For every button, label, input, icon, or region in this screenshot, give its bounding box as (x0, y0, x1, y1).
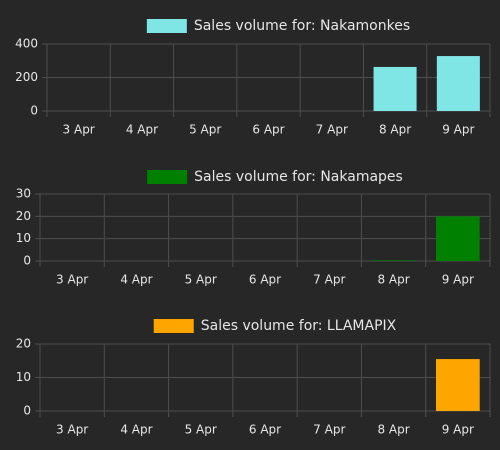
legend-label: Sales volume for: LLAMAPIX (201, 318, 397, 334)
x-tick-label: 3 Apr (56, 273, 88, 287)
x-tick-label: 4 Apr (120, 273, 152, 287)
x-tick-label: 8 Apr (377, 273, 409, 287)
y-tick-label: 30 (16, 187, 31, 201)
y-tick-label: 10 (16, 370, 31, 384)
y-tick-label: 0 (23, 404, 31, 418)
x-tick-label: 3 Apr (56, 423, 88, 437)
y-tick-label: 0 (23, 254, 31, 268)
bar (373, 66, 417, 111)
x-tick-label: 7 Apr (316, 123, 348, 137)
x-tick-label: 6 Apr (252, 123, 284, 137)
legend-label: Sales volume for: Nakamonkes (194, 18, 410, 34)
x-tick-label: 5 Apr (189, 123, 221, 137)
y-tick-label: 20 (16, 209, 31, 223)
y-tick-label: 0 (30, 104, 38, 118)
x-tick-label: 5 Apr (185, 423, 217, 437)
x-tick-label: 4 Apr (120, 423, 152, 437)
bar (436, 216, 480, 261)
x-tick-label: 9 Apr (442, 123, 474, 137)
y-tick-label: 10 (16, 231, 31, 245)
x-tick-label: 9 Apr (442, 423, 474, 437)
x-tick-label: 3 Apr (63, 123, 95, 137)
x-tick-label: 7 Apr (313, 423, 345, 437)
x-tick-label: 6 Apr (249, 273, 281, 287)
y-tick-label: 200 (15, 70, 38, 84)
x-tick-label: 8 Apr (379, 123, 411, 137)
legend-swatch (146, 19, 187, 33)
x-tick-label: 7 Apr (313, 273, 345, 287)
bar (436, 56, 480, 111)
y-tick-label: 20 (16, 337, 31, 351)
bar (436, 359, 480, 411)
x-tick-label: 8 Apr (377, 423, 409, 437)
legend-swatch (147, 170, 188, 184)
legend-label: Sales volume for: Nakamapes (194, 169, 403, 185)
y-tick-label: 400 (15, 37, 38, 51)
bar (371, 260, 416, 261)
x-tick-label: 6 Apr (249, 423, 281, 437)
x-tick-label: 9 Apr (442, 273, 474, 287)
x-tick-label: 5 Apr (185, 273, 217, 287)
x-tick-label: 4 Apr (126, 123, 158, 137)
legend-swatch (153, 319, 194, 333)
